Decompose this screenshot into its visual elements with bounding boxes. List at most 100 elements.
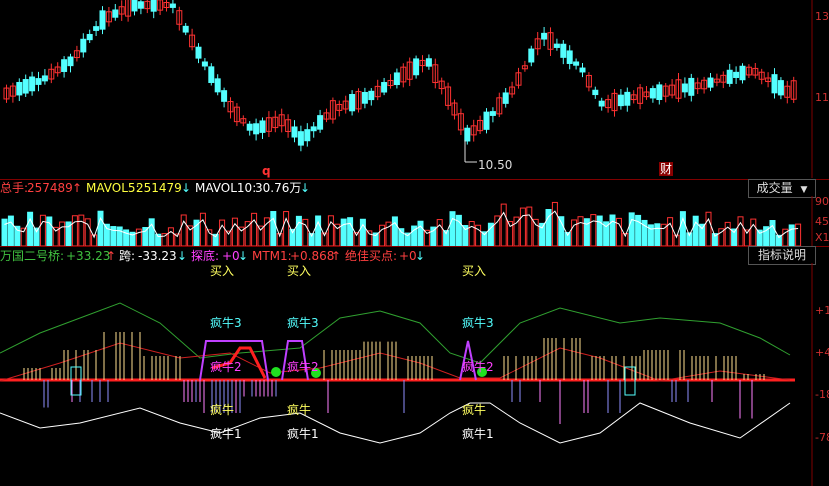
candle-body (259, 120, 266, 133)
mtm-value: +0.868 (290, 249, 335, 263)
volume-bar (283, 211, 290, 246)
volume-bar (513, 216, 520, 246)
volume-bar (551, 201, 558, 246)
volume-bar (436, 219, 443, 246)
volume-bar (391, 216, 398, 246)
volume-bar (571, 219, 578, 246)
candle-body (509, 86, 516, 95)
candle-body (547, 32, 554, 50)
volume-bar (71, 215, 78, 246)
candle-body (381, 82, 388, 93)
signal-buy-3: 买入 (462, 264, 487, 278)
candle-body (278, 114, 285, 127)
candle-body (726, 69, 733, 84)
candle-body (41, 75, 48, 82)
candle-body (745, 66, 752, 76)
volume-header: 总手: 257489 ↑ MAVOL5: 251479 ↓ MAVOL10: 3… (0, 179, 829, 197)
mark-q: q (262, 164, 271, 178)
price-panel[interactable]: 13 11 10.50 q 财 (0, 0, 829, 178)
volume-bar (756, 229, 763, 246)
volume-bar (180, 214, 187, 246)
volume-bar (231, 217, 238, 246)
mtm-up-arrow: ↑ (331, 249, 342, 263)
volume-bar (1, 218, 8, 246)
indicator-axis-c: -18 (815, 388, 829, 401)
candle-body (413, 58, 420, 76)
volume-bar (295, 215, 302, 246)
mark-cai: 财 (659, 162, 674, 176)
candle-body (605, 99, 612, 109)
volume-bar (647, 224, 654, 246)
volume-bar (641, 219, 648, 246)
volume-axis-mid: 45 (815, 215, 829, 228)
candle-body (688, 77, 695, 96)
candle-body (105, 11, 112, 23)
candle-body (355, 91, 362, 110)
volume-bar (257, 225, 264, 246)
signal-crazy3-a: 疯牛3 (210, 316, 242, 330)
candle-body (579, 67, 586, 73)
crazy-bull-zone-c (459, 340, 477, 381)
volume-bar (385, 221, 392, 246)
candle-body (221, 90, 228, 102)
candle-body (329, 100, 336, 120)
indicator-chart[interactable] (0, 263, 829, 486)
candle-body (253, 123, 260, 135)
volume-dropdown-label: 成交量 (756, 181, 793, 195)
candle-body (169, 3, 176, 8)
volume-bar (539, 222, 546, 246)
candle-body (368, 90, 375, 101)
candle-body (233, 106, 240, 123)
volume-bar (609, 214, 616, 246)
volume-bar (558, 216, 565, 246)
candle-body (425, 58, 432, 67)
volume-bar (494, 215, 501, 246)
candle-body (240, 118, 247, 124)
volume-bar (795, 223, 802, 246)
volume-bar (97, 210, 104, 246)
candlestick-chart[interactable] (0, 0, 829, 178)
volume-bar (366, 230, 373, 246)
candle-body (758, 71, 765, 80)
volume-dropdown[interactable]: 成交量 ▼ (748, 179, 816, 198)
volume-bar (148, 218, 155, 246)
volume-bar (174, 233, 181, 246)
indicator-panel[interactable]: +1 +4 -18 -78 买入 买入 买入 疯牛3 疯牛3 疯牛3 疯牛2 疯… (0, 263, 829, 486)
volume-bar (500, 203, 507, 246)
candle-body (16, 81, 23, 96)
candle-body (387, 79, 394, 87)
candle-body (157, 0, 164, 11)
candle-body (393, 72, 400, 86)
volume-panel[interactable]: 90 45 X1 (0, 195, 829, 246)
candle-body (48, 68, 55, 80)
candle-body (649, 88, 656, 99)
candle-body (214, 78, 221, 93)
candle-body (777, 80, 784, 96)
volume-bar (718, 228, 725, 246)
candle-body (611, 92, 618, 112)
candle-body (137, 1, 144, 9)
volume-bar (590, 214, 597, 246)
signal-crazy-c: 疯牛 (462, 403, 487, 417)
candle-body (406, 61, 413, 80)
candle-body (617, 94, 624, 107)
signal-crazy-b: 疯牛 (287, 403, 312, 417)
indicator-help-button[interactable]: 指标说明 (748, 246, 816, 265)
volume-axis-top: 90 (815, 195, 829, 208)
candle-body (566, 50, 573, 64)
candle-body (291, 126, 298, 138)
candle-body (432, 64, 439, 84)
candle-body (374, 85, 381, 98)
volume-bar (161, 233, 168, 246)
volume-bar (347, 217, 354, 246)
volume-bar (449, 211, 456, 246)
candle-body (80, 38, 87, 53)
volume-chart[interactable] (0, 196, 829, 246)
candle-body (502, 92, 509, 104)
volume-bar (443, 230, 450, 246)
candle-body (553, 43, 560, 48)
volume-bar (404, 232, 411, 246)
candle-body (560, 43, 567, 58)
candle-body (54, 66, 61, 74)
candle-body (598, 100, 605, 107)
